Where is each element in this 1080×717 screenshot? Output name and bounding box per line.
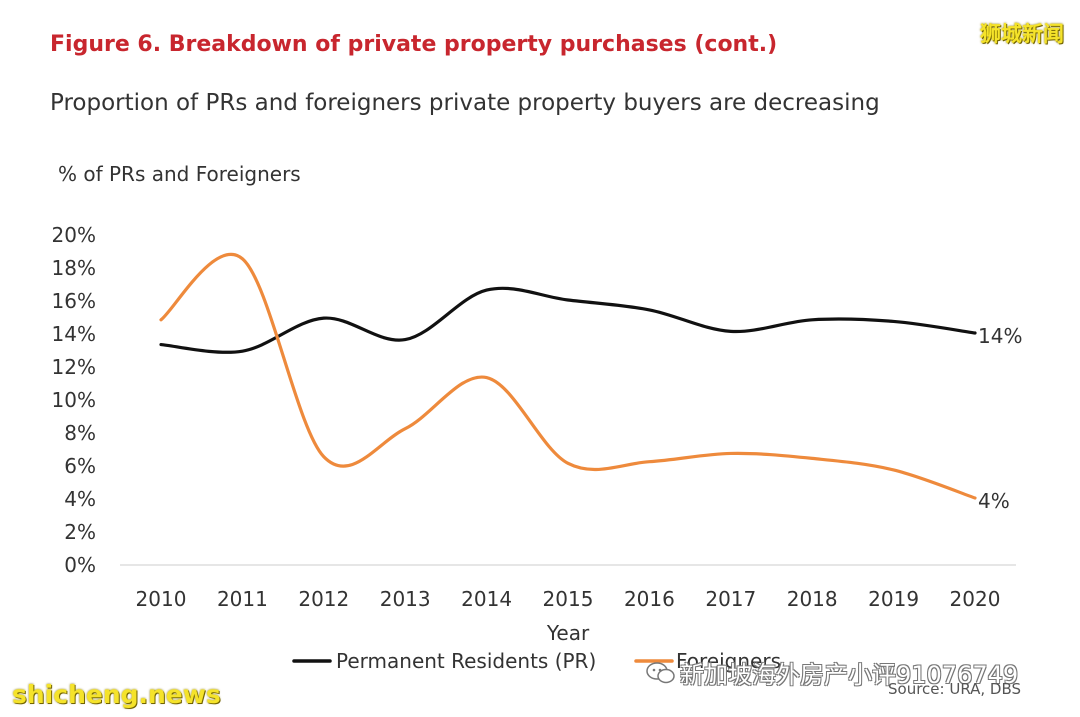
- chat-bubble-icon: [646, 661, 675, 683]
- legend: Permanent Residents (PR) Foreigners: [292, 649, 781, 673]
- y-tick-label: 16%: [52, 289, 96, 313]
- y-tick-label: 10%: [52, 388, 96, 412]
- y-tick-label: 8%: [64, 421, 96, 445]
- x-tick-label: 2010: [136, 587, 187, 611]
- x-tick-label: 2019: [868, 587, 919, 611]
- legend-label-foreigners: Foreigners: [676, 649, 781, 673]
- source-note: Source: URA, DBS: [888, 680, 1022, 698]
- end-labels: 14% 4%: [978, 324, 1022, 513]
- y-tick-label: 12%: [52, 355, 96, 379]
- legend-label-pr: Permanent Residents (PR): [336, 649, 596, 673]
- y-tick-label: 2%: [64, 520, 96, 544]
- overlay-watermark-text: 新加坡海外房产小评91076749: [680, 661, 1019, 689]
- x-tick-label: 2017: [705, 587, 756, 611]
- x-tick-label: 2012: [298, 587, 349, 611]
- x-tick-label: 2013: [380, 587, 431, 611]
- y-tick-label: 6%: [64, 454, 96, 478]
- x-tick-label: 2015: [543, 587, 594, 611]
- series-lines: [159, 253, 977, 500]
- y-tick-label: 4%: [64, 487, 96, 511]
- x-tick-label: 2016: [624, 587, 675, 611]
- y-tick-label: 14%: [52, 322, 96, 346]
- y-tick-label: 18%: [52, 256, 96, 280]
- y-axis-label: % of PRs and Foreigners: [58, 162, 301, 186]
- series-line-foreigners: [159, 253, 977, 500]
- x-tick-label: 2011: [217, 587, 268, 611]
- watermark-top-right: 狮城新闻: [980, 22, 1064, 46]
- x-axis-label: Year: [546, 621, 590, 645]
- y-tick-labels: 0% 2% 4% 6% 8% 10% 12% 14% 16% 18% 20%: [52, 223, 96, 577]
- watermark-bottom-left: shicheng.news: [12, 680, 221, 709]
- x-tick-label: 2014: [461, 587, 512, 611]
- y-tick-label: 20%: [52, 223, 96, 247]
- series-line-pr: [159, 286, 977, 354]
- end-label-foreigners: 4%: [978, 489, 1010, 513]
- figure-title: Figure 6. Breakdown of private property …: [50, 32, 778, 57]
- x-tick-labels: 2010 2011 2012 2013 2014 2015 2016 2017 2018 2019…: [136, 587, 1001, 611]
- x-tick-label: 2020: [950, 587, 1001, 611]
- chart-subtitle: Proportion of PRs and foreigners private…: [50, 90, 880, 116]
- overlay-watermark: 新加坡海外房产小评91076749: [646, 655, 1018, 690]
- y-tick-label: 0%: [64, 553, 96, 577]
- x-tick-label: 2018: [787, 587, 838, 611]
- end-label-pr: 14%: [978, 324, 1022, 348]
